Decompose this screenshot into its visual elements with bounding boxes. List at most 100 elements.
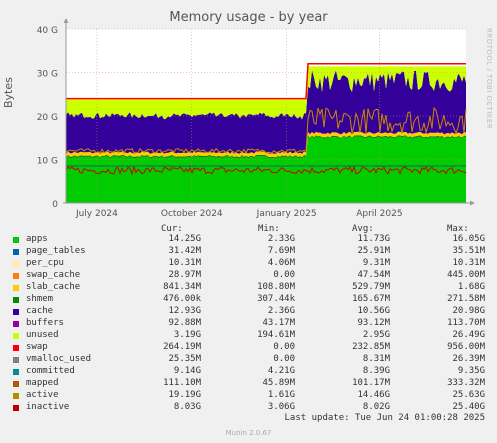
legend-min: 108.80M	[257, 282, 295, 292]
legend-swatch	[13, 273, 19, 279]
area-unused	[66, 66, 466, 120]
legend-swatch	[13, 393, 19, 399]
legend-avg: 25.91M	[357, 246, 390, 256]
y-tick-label: 0	[52, 200, 58, 210]
legend-avg: 101.17M	[352, 378, 390, 388]
x-axis-arrow	[470, 200, 475, 206]
legend-avg: 529.79M	[352, 282, 390, 292]
legend-max: 25.63G	[452, 390, 485, 400]
legend-header-max: Max:	[447, 224, 469, 234]
legend-name: committed	[26, 366, 75, 376]
legend-max: 445.00M	[447, 270, 485, 280]
legend-max: 113.70M	[447, 318, 485, 328]
legend-min: 2.36G	[267, 306, 295, 316]
legend-cur: 264.19M	[163, 342, 201, 352]
legend-swatch	[13, 369, 19, 375]
legend-name: inactive	[26, 402, 70, 412]
legend-swatch	[13, 297, 19, 303]
legend-name: swap	[26, 342, 48, 352]
legend-min: 1.61G	[267, 390, 295, 400]
line-active	[65, 106, 467, 154]
legend-avg: 10.56G	[357, 306, 390, 316]
y-tick-label: 10 G	[37, 157, 58, 167]
legend-avg: 11.73G	[357, 234, 390, 244]
legend-row-cache: cache 12.93G 2.36G 10.56G 20.98G	[0, 306, 497, 318]
legend-name: unused	[26, 330, 59, 340]
legend-row-vmalloc_used: vmalloc_used 25.35M 0.00 8.31M 26.39M	[0, 354, 497, 366]
legend-name: slab_cache	[26, 282, 81, 292]
legend-cur: 3.19G	[173, 330, 201, 340]
legend-cur: 19.19G	[168, 390, 201, 400]
legend-cur: 14.25G	[168, 234, 201, 244]
legend-min: 0.00	[273, 342, 295, 352]
legend-row-swap: swap 264.19M 0.00 232.85M 956.00M	[0, 342, 497, 354]
legend-avg: 8.02G	[362, 402, 390, 412]
legend-name: per_cpu	[26, 258, 64, 268]
legend-row-buffers: buffers 92.88M 43.17M 93.12M 113.70M	[0, 318, 497, 330]
legend-cur: 841.34M	[163, 282, 201, 292]
legend-max: 16.05G	[452, 234, 485, 244]
legend-min: 7.69M	[267, 246, 295, 256]
chart-title: Memory usage - by year	[169, 10, 328, 25]
legend-row-committed: committed 9.14G 4.21G 8.39G 9.35G	[0, 366, 497, 378]
legend-avg: 8.39G	[362, 366, 390, 376]
y-tick-label: 40 G	[37, 26, 58, 36]
legend-max: 35.51M	[452, 246, 485, 256]
legend-header-min: Min:	[258, 224, 280, 234]
legend-min: 307.44k	[257, 294, 295, 304]
legend-cur: 10.31M	[168, 258, 201, 268]
legend-name: shmem	[26, 294, 54, 304]
legend-name: vmalloc_used	[26, 354, 92, 364]
legend-name: swap_cache	[26, 270, 81, 280]
legend-swatch	[13, 333, 19, 339]
legend-avg: 8.31M	[362, 354, 390, 364]
legend-max: 26.49G	[452, 330, 485, 340]
legend-min: 4.21G	[267, 366, 295, 376]
legend-avg: 47.54M	[357, 270, 390, 280]
legend-header-avg: Avg:	[352, 224, 374, 234]
legend-swatch	[13, 261, 19, 267]
legend-swatch	[13, 381, 19, 387]
x-tick-label: October 2024	[161, 209, 223, 219]
legend-row-active: active 19.19G 1.61G 14.46G 25.63G	[0, 390, 497, 402]
legend-min: 3.06G	[267, 402, 295, 412]
legend-avg: 2.95G	[362, 330, 390, 340]
legend-row-unused: unused 3.19G 194.61M 2.95G 26.49G	[0, 330, 497, 342]
munin-version: Munin 2.0.67	[225, 429, 272, 437]
legend-max: 20.98G	[452, 306, 485, 316]
area-slab_cache	[66, 131, 466, 158]
rrdtool-watermark: RRDTOOL / TOBI OETIKER	[485, 28, 493, 130]
line-swap	[66, 63, 466, 100]
legend-min: 0.00	[273, 354, 295, 364]
legend-name: cache	[26, 306, 54, 316]
legend-row-swap_cache: swap_cache 28.97M 0.00 47.54M 445.00M	[0, 270, 497, 282]
legend-min: 45.89M	[262, 378, 295, 388]
y-tick-label: 30 G	[37, 70, 58, 80]
legend-row-inactive: inactive 8.03G 3.06G 8.02G 25.40G	[0, 402, 497, 414]
legend-swatch	[13, 285, 19, 291]
legend-cur: 111.10M	[163, 378, 201, 388]
legend-max: 271.58M	[447, 294, 485, 304]
legend-row-per_cpu: per_cpu 10.31M 4.06M 9.31M 10.31M	[0, 258, 497, 270]
legend-name: page_tables	[26, 246, 86, 256]
legend-row-apps: apps 14.25G 2.33G 11.73G 16.05G	[0, 234, 497, 246]
legend-max: 25.40G	[452, 402, 485, 412]
legend-cur: 28.97M	[168, 270, 201, 280]
line-inactive	[65, 165, 467, 176]
legend-name: apps	[26, 234, 48, 244]
legend-swatch	[13, 345, 19, 351]
x-tick-label: January 2025	[256, 209, 317, 219]
legend-name: buffers	[26, 318, 64, 328]
legend-row-slab_cache: slab_cache 841.34M 108.80M 529.79M 1.68G	[0, 282, 497, 294]
x-tick-label: July 2024	[75, 209, 118, 219]
legend-name: active	[26, 390, 59, 400]
legend-swatch	[13, 309, 19, 315]
legend-swatch	[13, 249, 19, 255]
legend-avg: 93.12M	[357, 318, 390, 328]
legend-cur: 476.00k	[163, 294, 201, 304]
legend-min: 0.00	[273, 270, 295, 280]
legend-cur: 9.14G	[173, 366, 201, 376]
legend-avg: 9.31M	[362, 258, 390, 268]
last-update: Last update: Tue Jun 24 01:00:28 2025	[284, 413, 485, 423]
y-axis-arrow	[63, 18, 69, 23]
